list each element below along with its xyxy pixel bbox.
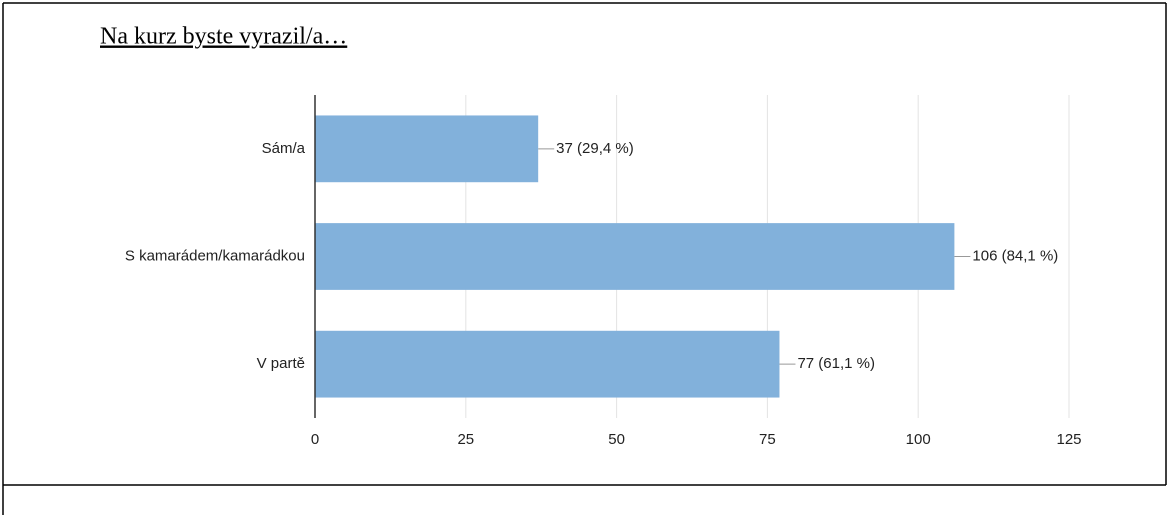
x-tick-label: 25	[457, 431, 474, 448]
value-label: 37 (29,4 %)	[556, 140, 634, 157]
x-tick-label: 75	[759, 431, 776, 448]
bar	[315, 115, 539, 183]
x-tick-label: 125	[1056, 431, 1081, 448]
x-tick-label: 50	[608, 431, 625, 448]
x-tick-label: 0	[311, 431, 319, 448]
bar	[315, 223, 955, 290]
value-label: 77 (61,1 %)	[797, 355, 875, 372]
y-tick-label: Sám/a	[262, 140, 306, 157]
bar	[315, 330, 780, 398]
y-tick-label: S kamarádem/kamarádkou	[125, 247, 305, 264]
y-tick-label: V partě	[257, 355, 305, 372]
chart-title: Na kurz byste vyrazil/a…	[100, 24, 347, 50]
value-label: 106 (84,1 %)	[972, 247, 1058, 264]
x-tick-label: 100	[906, 431, 931, 448]
